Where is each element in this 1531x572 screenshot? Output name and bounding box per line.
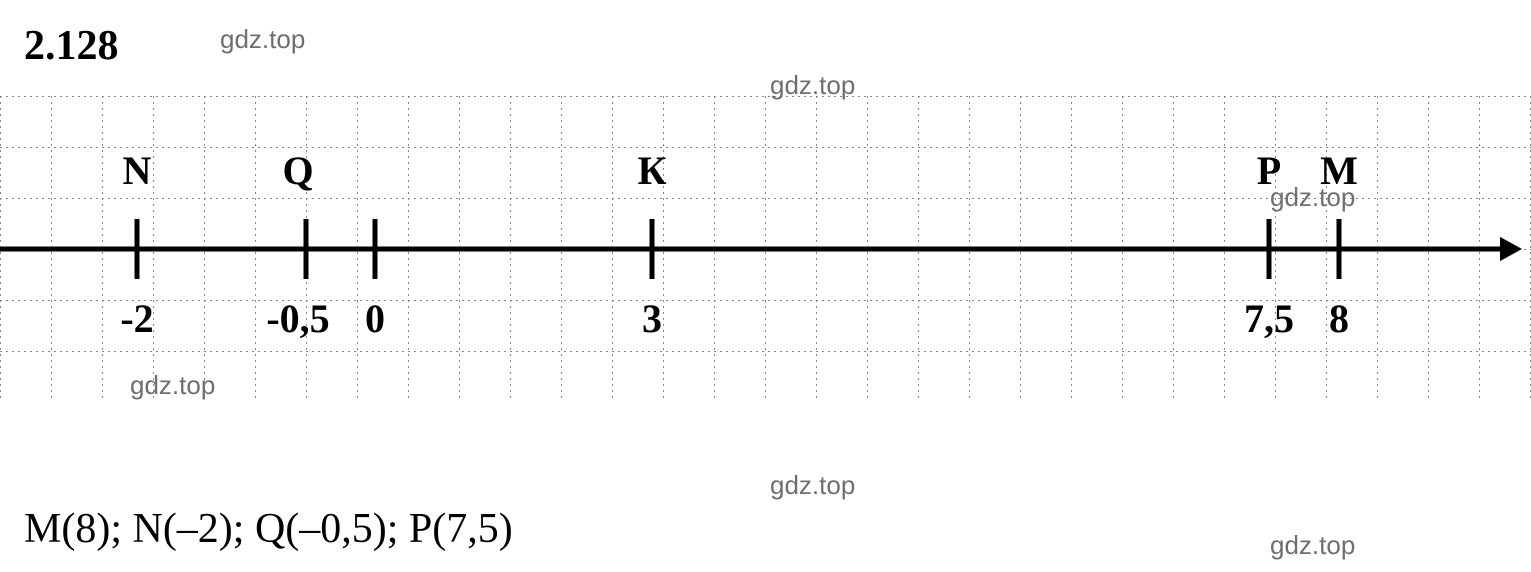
number-line-axis xyxy=(0,96,1531,402)
point-label-Q: Q xyxy=(282,151,313,191)
watermark-3: gdz.top xyxy=(1270,182,1355,213)
value-label-8: 8 xyxy=(1329,299,1349,339)
value-label--0_5: -0,5 xyxy=(266,299,329,339)
watermark-2: gdz.top xyxy=(770,70,855,101)
value-label-7_5: 7,5 xyxy=(1244,299,1294,339)
exercise-number: 2.128 xyxy=(24,22,119,70)
watermark-6: gdz.top xyxy=(1270,530,1355,561)
watermark-4: gdz.top xyxy=(130,370,215,401)
value-label-3: 3 xyxy=(642,299,662,339)
value-label-0: 0 xyxy=(365,299,385,339)
result-text: M(8); N(–2); Q(–0,5); P(7,5) xyxy=(24,505,513,553)
value-label--2: -2 xyxy=(120,299,153,339)
point-label-N: N xyxy=(123,151,152,191)
exercise-number-text: 2.128 xyxy=(24,23,119,69)
result-text-content: M(8); N(–2); Q(–0,5); P(7,5) xyxy=(24,506,513,552)
point-label-К: К xyxy=(637,151,666,191)
number-line-figure: N-2Q-0,50К3P7,5M8 xyxy=(0,96,1531,402)
watermark-5: gdz.top xyxy=(770,470,855,501)
watermark-1: gdz.top xyxy=(220,24,305,55)
